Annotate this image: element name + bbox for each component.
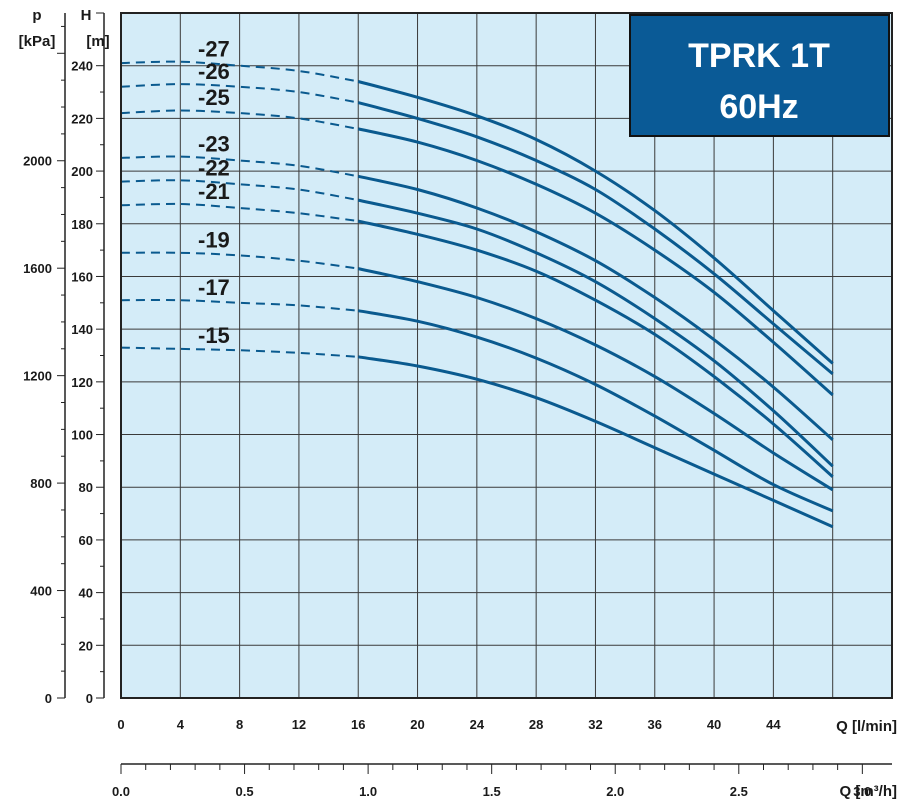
curve-dashed-segment [120,155,359,178]
curve-dashed-segment [120,109,359,130]
x-axis-title: Q [l/min] [836,718,897,735]
x-tick-label: 32 [588,717,602,732]
x-tick-label: 12 [292,717,306,732]
curve-dashed-segment [120,298,359,312]
y2-tick-label: 400 [30,584,52,599]
y-tick-label: 80 [79,480,93,495]
pump-curve-n25: -25 [120,85,834,397]
y-axis-title-line2: [m] [86,33,109,50]
title-line-1: TPRK 1T [688,37,830,75]
x-tick-label: 44 [766,717,781,732]
y2-tick-label: 0 [45,691,52,706]
y-tick-label: 220 [71,111,93,126]
pump-curves: -27-26-25 -23-22-21 -19 -17 -15 [120,37,834,529]
x-tick-label: 20 [410,717,424,732]
y-tick-label: 140 [71,322,93,337]
x2-tick-label: 2.5 [730,784,748,799]
x-tick-label: 40 [707,717,721,732]
curve-label: -25 [198,85,230,110]
curve-dashed-segment [120,251,359,270]
y-tick-label: 200 [71,164,93,179]
curve-solid-segment [357,127,834,397]
pump-curve-n15: -15 [120,323,834,529]
y-tick-label: 40 [79,586,93,601]
curve-solid-segment [357,101,834,376]
y2-tick-label: 1200 [23,369,52,384]
y-tick-label: 60 [79,533,93,548]
title-box: TPRK 1T 60Hz [629,14,890,137]
axes: 0204060801001201401601802002202400400800… [23,12,892,799]
x2-tick-label: 0.0 [112,784,130,799]
plot-border [120,12,893,699]
y2-tick-label: 1600 [23,261,52,276]
y2-tick-label: 800 [30,476,52,491]
y2-axis-title-line2: [kPa] [19,33,56,50]
curve-label: -17 [198,275,230,300]
curve-dashed-segment [120,83,359,104]
curve-label: -27 [198,37,230,62]
y-tick-label: 180 [71,217,93,232]
x2-tick-label: 1.0 [359,784,377,799]
curve-label: -22 [198,155,230,180]
curve-label: -26 [198,59,230,84]
curve-label: -23 [198,132,230,157]
y-tick-label: 0 [86,691,93,706]
curve-dashed-segment [120,346,359,358]
y-tick-label: 20 [79,638,93,653]
curve-solid-segment [357,355,834,529]
x-tick-label: 28 [529,717,543,732]
curve-label: -19 [198,227,230,252]
x2-tick-label: 2.0 [606,784,624,799]
x-tick-label: 8 [236,717,243,732]
curve-dashed-segment [120,202,359,223]
pump-curve-n22: -22 [120,155,834,468]
pump-curve-n23: -23 [120,132,834,441]
x2-tick-label: 3.0 [853,784,871,799]
curve-dashed-segment [120,60,359,83]
y2-tick-label: 2000 [23,154,52,169]
curve-label: -15 [198,323,230,348]
curve-solid-segment [357,198,834,468]
curve-solid-segment [357,174,834,441]
y-tick-label: 160 [71,269,93,284]
y-tick-label: 240 [71,59,93,74]
curve-solid-segment [357,80,834,365]
curve-solid-segment [357,267,834,492]
pump-curve-n27: -27 [120,37,834,365]
y-tick-label: 120 [71,375,93,390]
curve-solid-segment [357,309,834,513]
pump-curve-n26: -26 [120,59,834,376]
curve-solid-segment [357,219,834,478]
x2-tick-label: 0.5 [236,784,254,799]
x2-axis-title: Q [m³/h] [840,783,898,800]
pump-curve-n21: -21 [120,179,834,478]
title-line-2: 60Hz [719,88,798,126]
x-tick-label: 4 [177,717,185,732]
x2-tick-label: 1.5 [483,784,501,799]
pump-curve-n19: -19 [120,227,834,492]
y-tick-label: 100 [71,428,93,443]
x-tick-label: 16 [351,717,365,732]
x-tick-label: 36 [648,717,662,732]
curve-label: -21 [198,179,230,204]
y-axis-title-line1: H [81,7,92,24]
y2-axis-title-line1: p [32,7,41,24]
curve-dashed-segment [120,179,359,202]
x-tick-label: 24 [470,717,485,732]
pump-curve-n17: -17 [120,275,834,513]
x-tick-label: 0 [117,717,124,732]
